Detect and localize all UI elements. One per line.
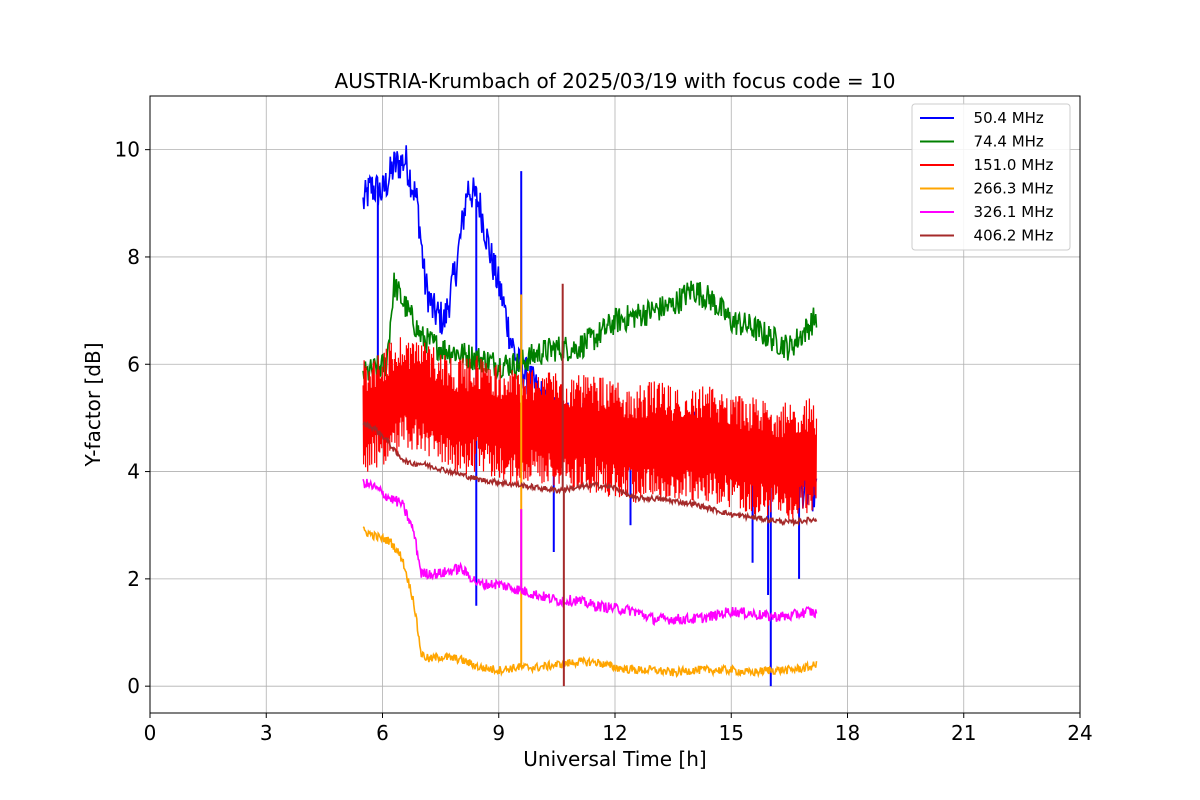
legend-label: 151.0 MHz: [964, 156, 1053, 174]
y-tick-label: 8: [127, 245, 140, 269]
x-tick-label: 21: [951, 721, 976, 745]
x-tick-label: 6: [376, 721, 389, 745]
y-tick-label: 0: [127, 674, 140, 698]
legend: 50.4 MHz 74.4 MHz 151.0 MHz 266.3 MHz 32…: [911, 103, 1071, 251]
legend-label: 266.3 MHz: [964, 180, 1053, 198]
chart-title: AUSTRIA-Krumbach of 2025/03/19 with focu…: [335, 69, 896, 93]
x-tick-label: 9: [492, 721, 505, 745]
x-tick-label: 3: [260, 721, 273, 745]
y-tick-label: 2: [127, 567, 140, 591]
series-line: [362, 420, 818, 527]
series-line: [362, 478, 818, 627]
series-266.3-mhz: [362, 294, 818, 679]
x-tick-label: 12: [602, 721, 627, 745]
y-axis-label: Y-factor [dB]: [81, 342, 105, 467]
series-74.4-mhz: [362, 272, 818, 384]
y-tick-label: 10: [115, 138, 140, 162]
plot-area: [362, 145, 818, 687]
series-line: [362, 526, 818, 679]
legend-label: 50.4 MHz: [964, 109, 1044, 127]
y-tick-label: 4: [127, 460, 140, 484]
x-tick-label: 15: [719, 721, 744, 745]
x-tick-label: 0: [144, 721, 157, 745]
series-151.0-mhz: [362, 337, 818, 520]
y-tick-label: 6: [127, 352, 140, 376]
series-326.1-mhz: [362, 478, 818, 627]
x-tick-label: 24: [1067, 721, 1092, 745]
series-406.2-mhz: [362, 283, 818, 687]
legend-label: 326.1 MHz: [964, 203, 1053, 221]
legend-label: 74.4 MHz: [964, 133, 1044, 151]
x-axis-label: Universal Time [h]: [523, 747, 706, 771]
series-line: [362, 337, 818, 520]
legend-label: 406.2 MHz: [964, 227, 1053, 245]
x-tick-label: 18: [835, 721, 860, 745]
series-line: [362, 272, 818, 384]
